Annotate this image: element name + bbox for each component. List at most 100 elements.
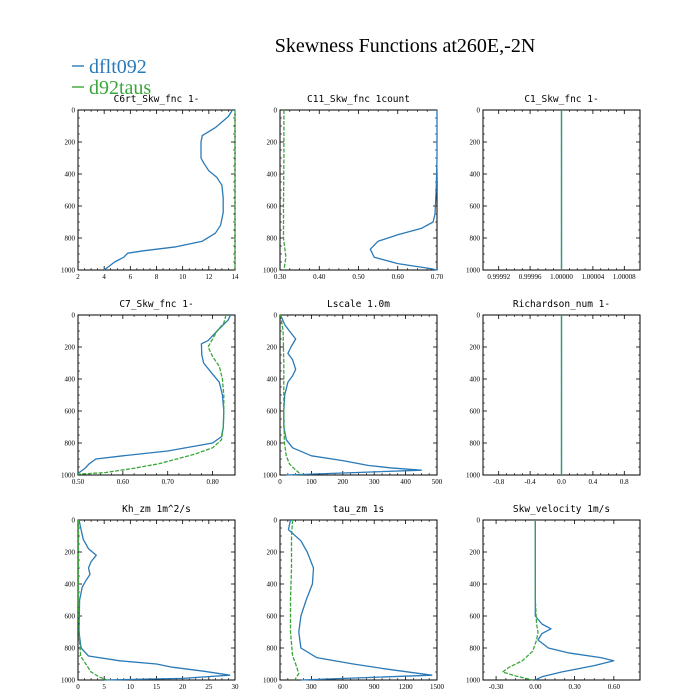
panel-title: Kh_zm 1m^2/s bbox=[122, 504, 191, 515]
y-tick-label: 800 bbox=[65, 235, 76, 243]
x-tick-label: 200 bbox=[338, 478, 349, 486]
x-tick-label: 6 bbox=[129, 273, 133, 281]
panel-9: Skw_velocity 1m/s -0.30 0.00 0.30 0.60 0 200 40… bbox=[466, 504, 641, 691]
y-tick-label: 600 bbox=[65, 408, 76, 416]
panel-title: Skw_velocity 1m/s bbox=[513, 504, 610, 515]
x-tick-label: 0.60 bbox=[117, 478, 130, 486]
x-tick-label: 1200 bbox=[399, 683, 414, 691]
y-tick-label: 800 bbox=[65, 440, 76, 448]
panel-grid: C6rt_Skw_fnc 1-2 4 6 8 10 12 14020040060080010… bbox=[61, 94, 641, 691]
y-tick-label: 800 bbox=[470, 440, 481, 448]
y-tick-label: 1000 bbox=[466, 267, 481, 275]
x-tick-label: 25 bbox=[205, 683, 213, 691]
x-tick-label: 100 bbox=[306, 478, 317, 486]
y-tick-label: 1000 bbox=[263, 267, 278, 275]
series-line-d92taus bbox=[77, 314, 227, 475]
y-tick-label: 200 bbox=[65, 549, 76, 557]
y-tick-label: 0 bbox=[477, 107, 481, 115]
x-tick-label: 500 bbox=[432, 478, 443, 486]
y-tick-label: 1000 bbox=[61, 472, 76, 480]
x-tick-label: -0.8 bbox=[493, 478, 505, 486]
x-tick-label: 0.99996 bbox=[519, 273, 542, 281]
x-tick-label: 4 bbox=[102, 273, 106, 281]
y-tick-label: 0 bbox=[72, 517, 76, 525]
x-tick-label: 1500 bbox=[430, 683, 445, 691]
x-tick-label: 0.0 bbox=[557, 478, 566, 486]
x-tick-label: 1.00004 bbox=[582, 273, 605, 281]
y-tick-label: 1000 bbox=[466, 472, 481, 480]
y-tick-label: 0 bbox=[72, 107, 76, 115]
x-tick-label: -0.30 bbox=[489, 683, 504, 691]
x-tick-label: -0.4 bbox=[525, 478, 537, 486]
y-tick-label: 400 bbox=[470, 581, 481, 589]
x-tick-label: 0.60 bbox=[392, 273, 405, 281]
y-tick-label: 800 bbox=[267, 235, 278, 243]
panel-title: tau_zm 1s bbox=[333, 504, 384, 515]
plot-frame bbox=[77, 519, 236, 681]
series-line-dflt092 bbox=[534, 520, 615, 681]
series-line-d92taus bbox=[289, 519, 300, 681]
y-tick-label: 400 bbox=[267, 376, 278, 384]
plot-frame bbox=[77, 109, 236, 271]
x-tick-label: 0 bbox=[76, 683, 80, 691]
series-line-dflt092 bbox=[369, 110, 438, 271]
y-tick-label: 400 bbox=[65, 581, 76, 589]
x-tick-label: 0.4 bbox=[589, 478, 598, 486]
y-tick-label: 1000 bbox=[263, 677, 278, 685]
panel-6: Richardson_num 1- -0.8 -0.4 0.0 0.4 0.8 0 200 40… bbox=[466, 299, 641, 486]
plot-frame bbox=[279, 109, 438, 271]
panel-title: C6rt_Skw_fnc 1- bbox=[114, 94, 200, 105]
y-tick-label: 200 bbox=[470, 344, 481, 352]
x-tick-label: 0 bbox=[278, 478, 282, 486]
series-line-dflt092 bbox=[78, 519, 231, 681]
y-tick-label: 0 bbox=[274, 107, 278, 115]
x-tick-label: 0.30 bbox=[568, 683, 581, 691]
y-tick-label: 800 bbox=[267, 440, 278, 448]
y-tick-label: 600 bbox=[65, 203, 76, 211]
x-tick-label: 8 bbox=[155, 273, 159, 281]
plot-frame bbox=[77, 314, 236, 476]
x-tick-label: 10 bbox=[179, 273, 187, 281]
x-tick-label: 20 bbox=[179, 683, 187, 691]
x-tick-label: 30 bbox=[232, 683, 240, 691]
panel-8: tau_zm 1s 0 300 600 900 1200 1500 0 200 400 600 800… bbox=[263, 504, 445, 691]
x-tick-label: 12 bbox=[205, 273, 213, 281]
y-tick-label: 200 bbox=[267, 139, 278, 147]
x-tick-label: 0.40 bbox=[313, 273, 326, 281]
x-tick-label: 0.50 bbox=[352, 273, 365, 281]
x-tick-label: 0.70 bbox=[162, 478, 175, 486]
y-tick-label: 800 bbox=[65, 645, 76, 653]
x-tick-label: 14 bbox=[232, 273, 240, 281]
panel-5: Lscale 1.0m 0 100 200 300 400 500 0 200 400 600 800… bbox=[263, 299, 443, 486]
x-tick-label: 0.30 bbox=[274, 273, 287, 281]
x-tick-label: 15 bbox=[153, 683, 161, 691]
y-tick-label: 200 bbox=[65, 139, 76, 147]
y-tick-label: 600 bbox=[470, 203, 481, 211]
series-line-d92taus bbox=[501, 520, 539, 681]
series-line-d92taus bbox=[279, 314, 303, 476]
x-tick-label: 0.80 bbox=[206, 478, 219, 486]
y-tick-label: 200 bbox=[470, 139, 481, 147]
y-tick-label: 600 bbox=[470, 613, 481, 621]
x-tick-label: 900 bbox=[369, 683, 380, 691]
y-tick-label: 600 bbox=[267, 613, 278, 621]
y-tick-label: 1000 bbox=[466, 677, 481, 685]
y-tick-label: 200 bbox=[267, 344, 278, 352]
panel-4: C7_Skw_fnc 1- 0.50 0.60 0.70 0.80 0 200 400 600 8… bbox=[61, 299, 236, 486]
x-tick-label: 400 bbox=[400, 478, 411, 486]
y-tick-label: 400 bbox=[65, 171, 76, 179]
x-tick-label: 0.50 bbox=[72, 478, 85, 486]
y-tick-label: 0 bbox=[274, 312, 278, 320]
plot-frame bbox=[482, 519, 641, 681]
y-tick-label: 0 bbox=[477, 517, 481, 525]
panel-2: C11_Skw_fnc 1count 0.30 0.40 0.50 0.60 0.70 0 2… bbox=[263, 94, 444, 281]
y-tick-label: 800 bbox=[470, 645, 481, 653]
y-tick-label: 600 bbox=[65, 613, 76, 621]
x-tick-label: 300 bbox=[306, 683, 317, 691]
y-tick-label: 1000 bbox=[61, 267, 76, 275]
legend: dflt092 d92taus bbox=[72, 56, 151, 99]
y-tick-label: 400 bbox=[267, 581, 278, 589]
series-line-dflt092 bbox=[287, 519, 433, 681]
y-tick-label: 400 bbox=[470, 376, 481, 384]
